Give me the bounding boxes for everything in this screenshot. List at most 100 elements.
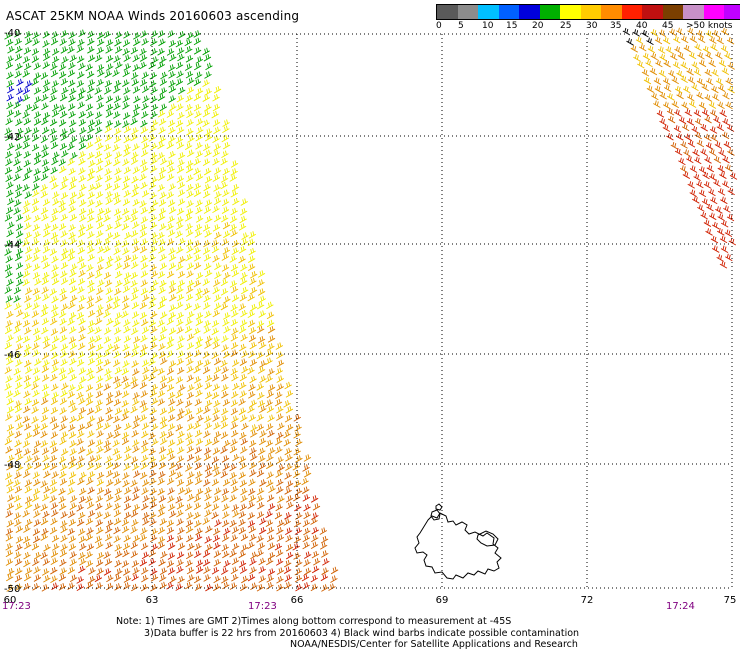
wind-barb <box>105 397 114 406</box>
wind-barb <box>284 472 292 480</box>
wind-barb <box>185 464 193 472</box>
wind-barb <box>213 85 222 94</box>
wind-barb <box>151 397 159 406</box>
wind-barb <box>60 182 68 190</box>
wind-barb <box>696 30 704 38</box>
wind-barb <box>275 342 284 350</box>
wind-barb <box>708 101 717 109</box>
wind-barb <box>187 471 195 479</box>
wind-barb <box>33 503 41 511</box>
wind-barb <box>77 191 85 199</box>
wind-barb <box>59 423 67 432</box>
wind-barb <box>60 463 68 472</box>
wind-barb <box>78 87 86 96</box>
wind-barb <box>22 311 31 320</box>
wind-barb <box>302 541 310 550</box>
wind-barb <box>113 327 122 335</box>
wind-barb <box>142 294 150 302</box>
wind-barb <box>32 488 41 496</box>
wind-barb <box>42 48 51 56</box>
wind-barb <box>709 173 717 181</box>
wind-barb <box>50 87 58 96</box>
wind-barb <box>220 278 229 287</box>
wind-barb <box>41 150 49 158</box>
wind-barb <box>212 341 221 350</box>
wind-barb <box>212 414 220 422</box>
wind-barb <box>204 149 212 158</box>
wind-barb <box>15 543 23 552</box>
wind-barb <box>241 422 249 431</box>
wind-barb <box>33 168 41 176</box>
wind-barb <box>157 271 166 279</box>
wind-barb <box>121 310 129 319</box>
wind-barb <box>175 39 184 48</box>
wind-barb <box>239 432 247 440</box>
wind-barb <box>32 31 40 40</box>
wind-barb <box>4 383 12 391</box>
wind-barb <box>121 223 130 231</box>
wind-barb <box>223 326 231 334</box>
wind-barb <box>238 550 246 559</box>
wind-barb <box>166 159 175 168</box>
wind-barb <box>69 357 77 366</box>
wind-barb <box>214 231 222 240</box>
wind-barb <box>40 430 48 439</box>
wind-barb <box>130 293 139 301</box>
longitude-label: 72 <box>581 595 594 606</box>
wind-barb <box>230 341 239 350</box>
wind-barb <box>40 517 49 526</box>
wind-barb <box>202 119 210 128</box>
wind-barb <box>4 248 12 256</box>
wind-barb <box>654 85 663 94</box>
legend-swatch <box>724 5 740 19</box>
wind-barb <box>69 495 78 503</box>
wind-barb <box>14 253 23 262</box>
wind-barb <box>78 317 86 326</box>
wind-barb <box>114 407 123 416</box>
wind-barb <box>193 158 201 166</box>
wind-barb <box>24 567 33 575</box>
wind-barb <box>211 511 219 520</box>
wind-barb <box>50 37 59 46</box>
wind-barb <box>157 477 165 486</box>
wind-barb <box>177 576 185 584</box>
wind-barb <box>186 86 195 95</box>
wind-barb <box>4 366 12 375</box>
wind-barb <box>204 487 212 495</box>
wind-barb <box>33 247 41 255</box>
wind-barb <box>69 269 77 278</box>
wind-barb <box>714 141 723 149</box>
wind-barb <box>87 119 96 127</box>
wind-barb <box>221 198 230 207</box>
wind-barb <box>158 454 167 462</box>
wind-barb <box>211 319 220 328</box>
wind-barb <box>203 206 212 214</box>
wind-barb <box>249 341 257 350</box>
wind-barb <box>185 208 194 216</box>
wind-barb <box>158 126 166 135</box>
wind-barb <box>160 437 168 446</box>
wind-barb <box>167 542 176 550</box>
wind-barb <box>176 358 184 366</box>
wind-barb <box>69 440 77 448</box>
wind-barb <box>677 52 686 60</box>
wind-barb <box>50 517 58 526</box>
wind-barb <box>194 230 202 238</box>
wind-barb <box>220 302 229 311</box>
wind-barb <box>58 456 67 464</box>
wind-barb <box>114 366 123 375</box>
wind-barb <box>149 221 158 230</box>
wind-barb <box>13 207 21 215</box>
wind-barb <box>239 294 248 302</box>
wind-barb <box>104 526 113 534</box>
wind-barb <box>105 223 113 232</box>
wind-barb <box>50 575 58 584</box>
wind-barb <box>60 239 68 247</box>
wind-barb <box>24 127 32 135</box>
wind-barb <box>150 95 158 104</box>
wind-barb <box>194 543 202 551</box>
wind-barb <box>78 29 86 38</box>
wind-barb <box>284 487 292 495</box>
wind-barb <box>285 551 294 560</box>
wind-barb <box>52 198 60 206</box>
